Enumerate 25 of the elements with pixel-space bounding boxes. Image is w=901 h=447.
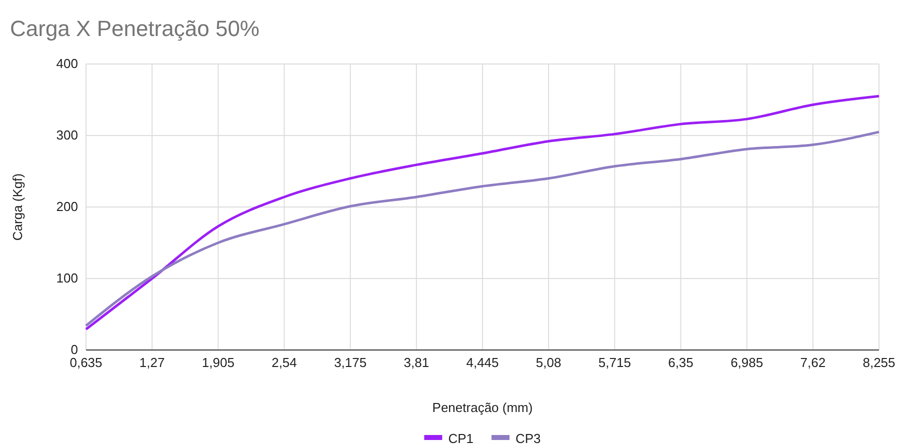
- x-tick-label: 6,985: [730, 355, 764, 370]
- x-axis-title: Penetração (mm): [432, 400, 533, 415]
- y-tick-label: 100: [56, 270, 78, 286]
- line-series: [84, 94, 880, 331]
- x-tick-label: 3,81: [404, 355, 430, 370]
- line-series: [84, 130, 880, 327]
- x-tick-label: 1,27: [139, 355, 165, 370]
- x-tick-label: 5,08: [536, 355, 562, 370]
- legend-label: CP1: [448, 431, 474, 446]
- chart-title: Carga X Penetração 50%: [10, 16, 260, 41]
- legend-label: CP3: [516, 431, 541, 446]
- x-tick-label: 8,255: [862, 355, 896, 370]
- x-tick-label: 6,35: [668, 355, 694, 370]
- y-tick-label: 300: [56, 128, 78, 143]
- y-axis-title: Carga (Kgf): [10, 173, 25, 241]
- x-tick-label: 1,905: [202, 355, 234, 370]
- y-tick-label: 400: [56, 56, 78, 72]
- y-tick-label: 0: [70, 342, 78, 358]
- x-tick-label: 4,445: [466, 355, 499, 370]
- x-tick-label: 2,54: [272, 355, 297, 370]
- x-tick-label: 3,175: [334, 355, 367, 370]
- x-tick-label: 0,635: [70, 355, 102, 370]
- x-tick-label: 5,715: [598, 355, 631, 370]
- y-tick-label: 200: [56, 199, 78, 214]
- x-tick-label: 7,62: [800, 355, 826, 370]
